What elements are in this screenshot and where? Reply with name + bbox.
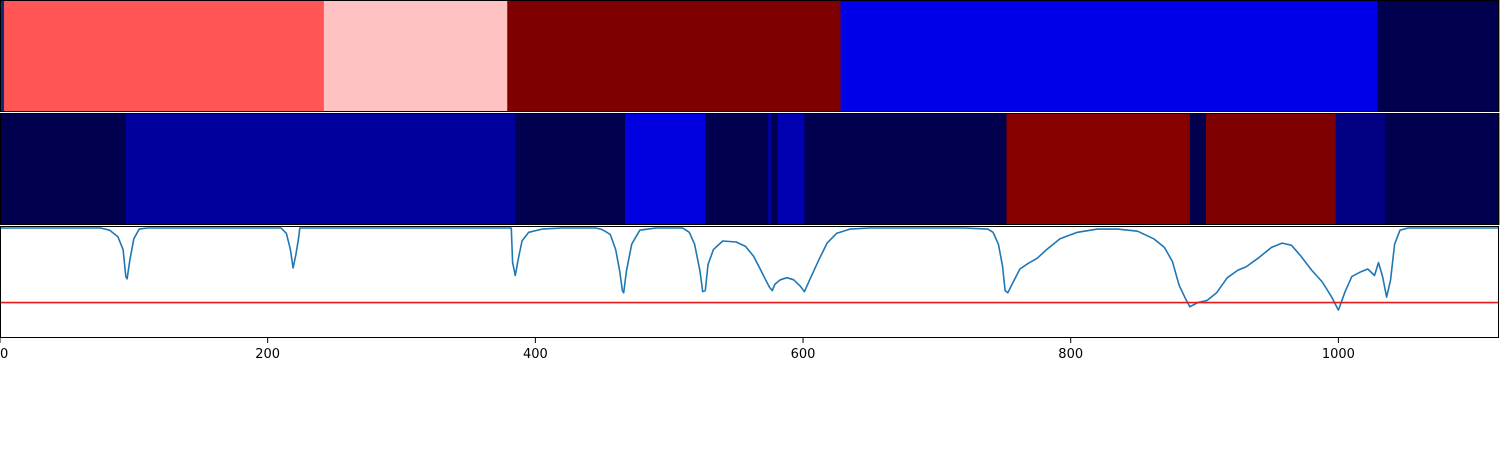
x-tick-label-0: 0 [0, 347, 8, 362]
heatmap-cell-0-2 [323, 0, 508, 112]
heatmap-cell-1-0 [0, 113, 127, 225]
heatmap-cell-1-8 [804, 113, 1007, 225]
heatmap-cell-1-1 [125, 113, 516, 225]
heatmap-cell-1-2 [515, 113, 626, 225]
heatmap-cell-1-12 [1335, 113, 1386, 225]
heatmap-cell-1-3 [625, 113, 706, 225]
x-axis: 0 200 400 600 800 1000 [0, 338, 1355, 362]
series-line [0, 227, 1499, 311]
heatmap-cell-1-5 [768, 113, 772, 225]
heatmap-frame-1 [0, 113, 1499, 225]
heatmap-cell-0-1 [4, 0, 325, 112]
line-panel-frame [0, 226, 1499, 338]
x-tick-label-200: 200 [255, 347, 280, 362]
heatmap-frame-0 [0, 0, 1499, 112]
x-tick-label-600: 600 [791, 347, 816, 362]
heatmap-cell-1-9 [1006, 113, 1191, 225]
heatmap-cell-1-13 [1385, 113, 1500, 225]
x-tick-label-800: 800 [1058, 347, 1083, 362]
heatmap-cell-0-4 [840, 0, 1378, 112]
heatmap-cell-1-10 [1189, 113, 1207, 225]
middle-strip-heatmap [0, 113, 1500, 225]
heatmap-cell-0-3 [507, 0, 841, 112]
heatmap-cell-1-7 [777, 113, 805, 225]
bottom-line-panel [0, 226, 1499, 338]
heatmap-cell-0-0 [0, 0, 5, 112]
x-tick-label-400: 400 [523, 347, 548, 362]
heatmap-cell-1-11 [1205, 113, 1337, 225]
heatmap-cell-1-4 [705, 113, 769, 225]
top-strip-heatmap [0, 0, 1500, 112]
x-tick-label-1000: 1000 [1322, 347, 1355, 362]
heatmap-cell-0-5 [1377, 0, 1500, 112]
heatmap-cell-1-6 [770, 113, 779, 225]
